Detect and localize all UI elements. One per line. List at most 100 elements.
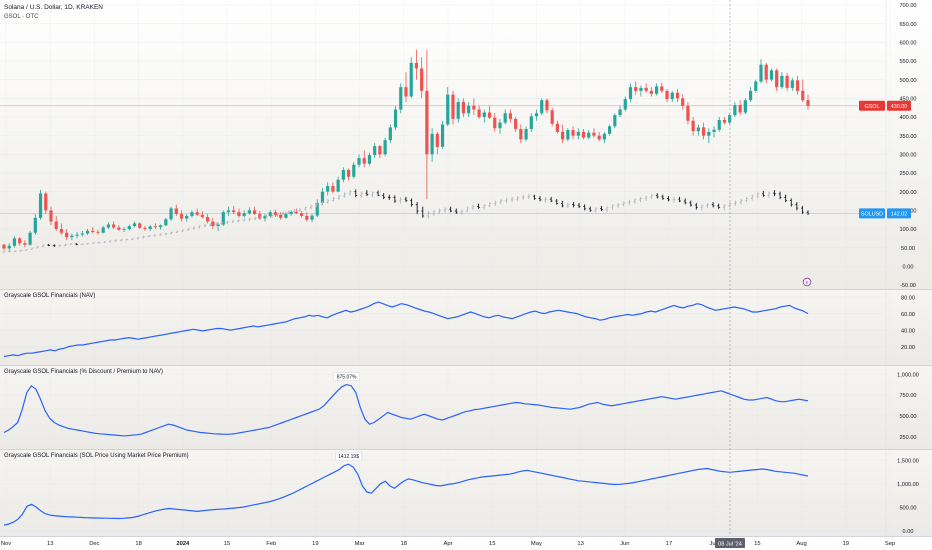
gsol-candle[interactable] — [252, 210, 257, 215]
event-marker-icon[interactable] — [802, 277, 812, 287]
gsol-candle[interactable] — [561, 131, 565, 140]
gsol-candle[interactable] — [498, 122, 502, 129]
gsol-candle[interactable] — [357, 158, 361, 165]
gsol-candle[interactable] — [148, 226, 152, 229]
gsol-candle[interactable] — [472, 105, 476, 110]
nav-line[interactable] — [3, 301, 809, 358]
gsol-candle[interactable] — [18, 238, 22, 244]
premium-pane-title[interactable]: Grayscale GSOL Financials (% Discount / … — [4, 369, 164, 375]
gsol-candle[interactable] — [190, 212, 194, 216]
gsol-candle[interactable] — [305, 215, 309, 220]
gsol-candle[interactable] — [461, 102, 466, 114]
gsol-candle[interactable] — [299, 213, 304, 216]
gsol-candle[interactable] — [519, 128, 523, 140]
gsol-candle[interactable] — [602, 133, 606, 140]
gsol-candle[interactable] — [383, 140, 387, 155]
gsol-candle[interactable] — [540, 100, 544, 114]
premium-pane[interactable]: 875.07% — [3, 372, 809, 437]
gsol-candle[interactable] — [117, 227, 121, 230]
gsol-candle[interactable] — [660, 86, 664, 91]
gsol-candle[interactable] — [336, 179, 340, 192]
gsol-candle[interactable] — [237, 212, 241, 216]
gsol-candle[interactable] — [206, 217, 210, 222]
gsol-candle[interactable] — [675, 92, 680, 99]
gsol-candle[interactable] — [268, 212, 272, 216]
overlay-symbol-label[interactable]: GSOL · OTC — [4, 14, 39, 20]
gsol-candle[interactable] — [597, 135, 601, 140]
gsol-candle[interactable] — [23, 243, 27, 245]
gsol-candle[interactable] — [456, 102, 460, 119]
gsol-candle[interactable] — [91, 230, 95, 232]
gsol-candle[interactable] — [393, 109, 398, 128]
gsol-candle[interactable] — [153, 226, 158, 228]
gsol-candle[interactable] — [258, 214, 262, 219]
gsol-candle[interactable] — [550, 110, 554, 124]
gsol-candle[interactable] — [143, 227, 147, 229]
gsol-candle[interactable] — [242, 213, 246, 216]
gsol-candle[interactable] — [75, 234, 79, 236]
nav-pane-title[interactable]: Grayscale GSOL Financials (NAV) — [4, 293, 96, 299]
gsol-candle[interactable] — [712, 129, 716, 132]
gsol-candle[interactable] — [289, 211, 293, 215]
gsol-candle[interactable] — [284, 214, 288, 218]
gsol-candle[interactable] — [639, 87, 643, 91]
gsol-candle[interactable] — [545, 100, 549, 111]
gsol-candle[interactable] — [477, 109, 481, 117]
gsol-candle[interactable] — [493, 117, 497, 129]
gsol-candle[interactable] — [320, 191, 325, 203]
gsol-candle[interactable] — [216, 224, 220, 227]
gsol-candle[interactable] — [362, 158, 366, 164]
sol-market-pane-title[interactable]: Grayscale GSOL Financials (SOL Price Usi… — [4, 453, 189, 459]
gsol-candle[interactable] — [654, 86, 659, 94]
gsol-candle[interactable] — [326, 186, 330, 192]
gsol-candle[interactable] — [534, 113, 539, 117]
gsol-candle[interactable] — [717, 119, 721, 130]
gsol-candle[interactable] — [96, 231, 100, 233]
gsol-candle[interactable] — [430, 133, 434, 155]
gsol-candle[interactable] — [576, 131, 580, 136]
gsol-candle[interactable] — [127, 226, 131, 229]
gsol-candle[interactable] — [743, 100, 747, 113]
gsol-candle[interactable] — [801, 90, 805, 101]
gsol-candle[interactable] — [346, 170, 351, 177]
nav-pane[interactable] — [3, 301, 809, 358]
gsol-candle[interactable] — [331, 186, 335, 192]
gsol-candle[interactable] — [226, 210, 231, 213]
gsol-candle[interactable] — [7, 245, 11, 249]
gsol-candle[interactable] — [232, 210, 236, 213]
gsol-candle[interactable] — [733, 105, 737, 116]
gsol-candle[interactable] — [2, 244, 6, 249]
gsol-candle[interactable] — [112, 224, 116, 228]
gsol-candle[interactable] — [780, 75, 784, 88]
gsol-candle[interactable] — [503, 113, 507, 123]
gsol-candle[interactable] — [425, 90, 429, 155]
gsol-candle[interactable] — [608, 126, 612, 134]
gsol-candle[interactable] — [529, 116, 533, 129]
gsol-candle[interactable] — [388, 127, 392, 141]
gsol-candle[interactable] — [352, 164, 356, 177]
gsol-candle[interactable] — [748, 90, 753, 101]
gsol-candle[interactable] — [404, 87, 408, 97]
gsol-candle[interactable] — [159, 225, 163, 228]
time-axis[interactable]: Nov 13 Dec 18 2024 15 Feb 19 Mar 18 Apr 15 May 13 Jun 1… — [1, 541, 895, 547]
gsol-candle[interactable] — [414, 62, 419, 69]
gsol-candle[interactable] — [681, 98, 685, 106]
gsol-candle[interactable] — [59, 229, 64, 233]
gsol-candle[interactable] — [85, 230, 90, 234]
gsol-candle[interactable] — [775, 70, 779, 88]
gsol-candle[interactable] — [33, 217, 37, 233]
gsol-candle[interactable] — [38, 193, 43, 218]
gsol-candle[interactable] — [367, 155, 372, 164]
gsol-candle[interactable] — [451, 94, 455, 119]
gsol-candle[interactable] — [670, 92, 674, 100]
gsol-candle[interactable] — [785, 75, 789, 88]
gsol-candle[interactable] — [754, 81, 758, 91]
gsol-candle[interactable] — [634, 87, 638, 91]
gsol-candle[interactable] — [341, 170, 345, 180]
gsol-candle[interactable] — [571, 130, 575, 136]
sol-market-line[interactable] — [3, 463, 809, 526]
gsol-candle[interactable] — [101, 227, 105, 233]
gsol-candle[interactable] — [211, 221, 215, 227]
gsol-candle[interactable] — [294, 211, 298, 214]
gsol-candle[interactable] — [644, 87, 648, 91]
